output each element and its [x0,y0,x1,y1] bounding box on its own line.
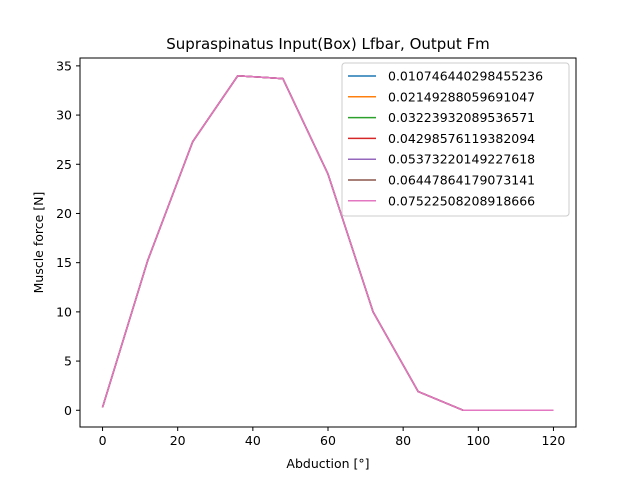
y-tick-label: 10 [56,304,72,319]
x-axis-title: Abduction [°] [286,456,369,471]
legend: 0.010746440298455236 0.02149288059691047 0… [341,62,570,217]
legend-label-7: 0.07522508208918666 [388,193,535,208]
y-tick-label: 35 [56,58,72,73]
series-layer [101,74,554,412]
legend-label-6: 0.06447864179073141 [388,173,535,188]
x-tick-label: 80 [395,433,411,448]
x-tick-label: 100 [466,433,490,448]
legend-label-1: 0.010746440298455236 [388,69,543,84]
x-tick-label: 0 [99,433,107,448]
legend-label-2: 0.02149288059691047 [388,89,535,104]
x-tick-label: 40 [245,433,261,448]
legend-frame [341,62,570,217]
series-line-7 [101,74,554,412]
x-tick-label: 120 [542,433,566,448]
y-axis-title: Muscle force [N] [31,192,46,294]
x-tick-label: 20 [170,433,186,448]
y-tick-label: 30 [56,108,72,123]
y-tick-label: 25 [56,157,72,172]
x-axis-ticks: 0 20 40 60 80 100 120 [99,427,566,448]
x-tick-label: 60 [320,433,336,448]
y-tick-label: 15 [56,255,72,270]
y-tick-label: 5 [64,354,72,369]
y-axis-ticks: 0 5 10 15 20 25 30 35 [56,58,80,418]
legend-label-4: 0.04298576119382094 [388,131,535,146]
legend-label-3: 0.03223932089536571 [388,110,535,125]
chart-title: Supraspinatus Input(Box) Lfbar, Output F… [166,35,489,53]
y-tick-label: 20 [56,206,72,221]
plot-frame [79,57,577,428]
legend-label-5: 0.05373220149227618 [388,152,535,167]
y-tick-label: 0 [64,403,72,418]
